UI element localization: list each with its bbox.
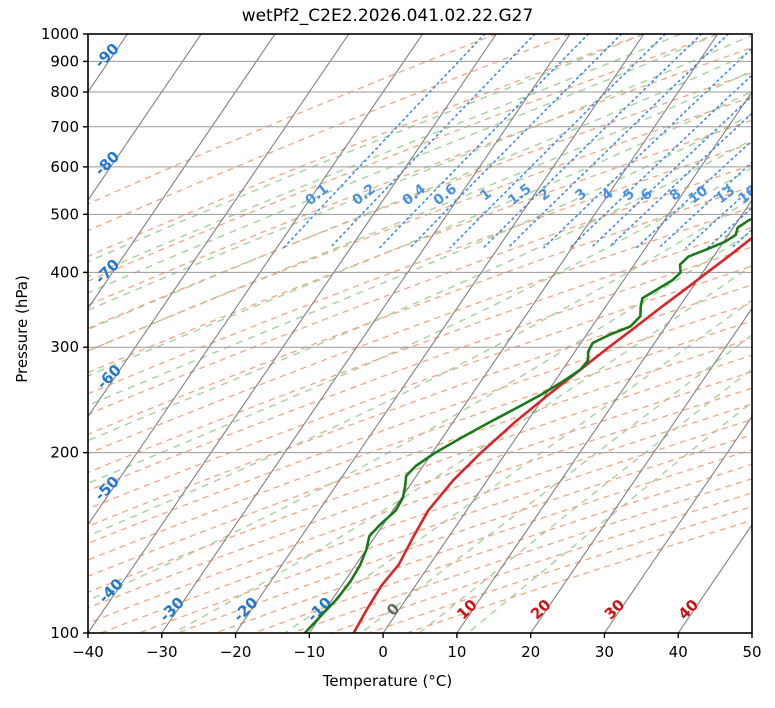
svg-text:100: 100 bbox=[50, 624, 79, 642]
svg-text:600: 600 bbox=[50, 158, 79, 176]
isotherm-lines bbox=[88, 34, 752, 633]
plot-background bbox=[88, 34, 752, 633]
sounding-traces bbox=[303, 217, 752, 633]
svg-text:1000: 1000 bbox=[41, 25, 79, 43]
svg-text:20: 20 bbox=[760, 183, 775, 208]
svg-text:800: 800 bbox=[50, 83, 79, 101]
dry-adiabat-lines bbox=[88, 34, 752, 633]
svg-text:−40: −40 bbox=[72, 643, 104, 661]
svg-text:40: 40 bbox=[669, 643, 688, 661]
svg-text:700: 700 bbox=[50, 118, 79, 136]
svg-text:200: 200 bbox=[50, 444, 79, 462]
axes-frame bbox=[87, 33, 753, 634]
svg-text:30: 30 bbox=[595, 643, 614, 661]
svg-text:400: 400 bbox=[50, 263, 79, 281]
svg-text:900: 900 bbox=[50, 52, 79, 70]
svg-text:−10: −10 bbox=[294, 643, 326, 661]
svg-text:−30: −30 bbox=[146, 643, 178, 661]
svg-text:20: 20 bbox=[521, 643, 540, 661]
svg-text:300: 300 bbox=[50, 338, 79, 356]
isobar-gridlines bbox=[88, 34, 752, 633]
svg-text:−20: −20 bbox=[220, 643, 252, 661]
svg-text:50: 50 bbox=[742, 643, 761, 661]
svg-text:0: 0 bbox=[378, 643, 388, 661]
x-axis-label: Temperature (°C) bbox=[322, 672, 453, 690]
svg-text:500: 500 bbox=[50, 205, 79, 223]
moist-adiabat-lines bbox=[88, 34, 752, 633]
svg-text:10: 10 bbox=[447, 643, 466, 661]
page-title: wetPf2_C2E2.2026.041.02.22.G27 bbox=[241, 6, 534, 26]
